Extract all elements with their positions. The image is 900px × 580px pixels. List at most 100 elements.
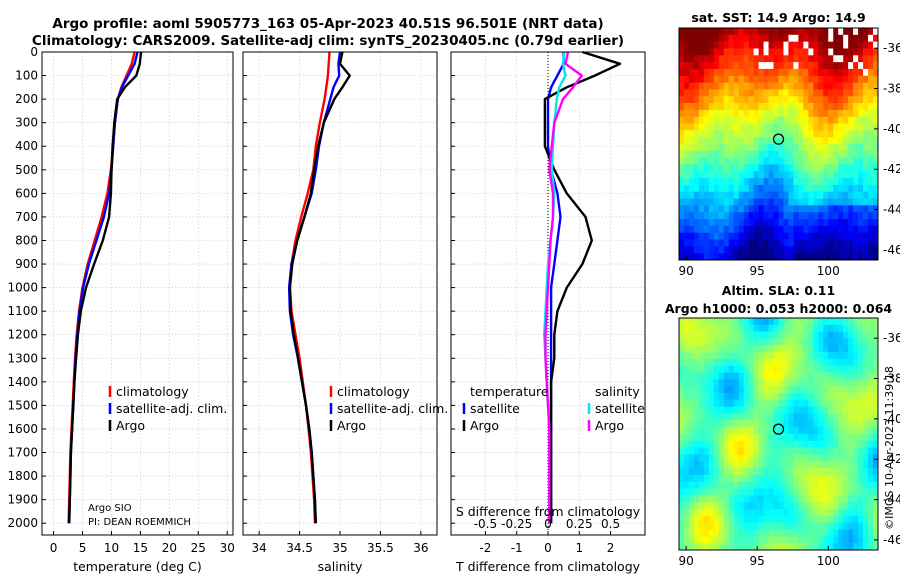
map-cell xyxy=(823,386,829,394)
map-cell xyxy=(708,509,715,517)
map-cell xyxy=(758,116,764,124)
argo-position-marker xyxy=(772,133,785,145)
map-cell xyxy=(843,253,849,261)
map-cell xyxy=(773,103,779,111)
map-cell xyxy=(738,536,744,544)
map-cell xyxy=(823,502,829,510)
map-cell xyxy=(813,198,819,206)
map-cell xyxy=(858,413,864,421)
map-cell xyxy=(778,62,784,70)
map-cell xyxy=(813,212,819,220)
map-cell xyxy=(848,468,854,476)
map-cell xyxy=(848,184,854,193)
map-cell xyxy=(698,82,705,90)
map-cell xyxy=(828,495,834,503)
map-cell xyxy=(873,232,879,240)
map-cell xyxy=(828,28,834,36)
map-cell xyxy=(713,454,720,462)
map-cell xyxy=(813,386,819,394)
map-cell xyxy=(818,116,824,124)
map-cell xyxy=(803,543,809,551)
map-cell xyxy=(828,345,834,353)
map-cell xyxy=(858,393,864,401)
map-cell xyxy=(863,164,869,172)
map-cell xyxy=(688,372,695,380)
map-cell xyxy=(868,253,874,261)
map-cell xyxy=(758,41,764,49)
map-cell xyxy=(703,379,710,387)
map-cell xyxy=(753,157,759,165)
map-cell xyxy=(793,171,799,179)
map-cell xyxy=(728,522,735,530)
map-cell xyxy=(718,68,725,77)
map-cell xyxy=(728,184,735,193)
map-cell xyxy=(748,68,754,77)
map-cell xyxy=(718,48,725,56)
map-cell xyxy=(713,352,720,360)
map-cell xyxy=(773,406,779,414)
map-cell xyxy=(743,48,749,56)
map-cell xyxy=(743,406,749,414)
map-cell xyxy=(798,440,804,448)
map-cell xyxy=(718,352,725,360)
map-cell xyxy=(863,48,869,56)
map-cell xyxy=(808,379,814,387)
map-cell xyxy=(718,358,725,367)
map-cell xyxy=(713,130,720,138)
map-cell xyxy=(873,137,879,145)
map-cell xyxy=(873,164,879,172)
map-cell xyxy=(688,495,695,503)
map-cell xyxy=(853,509,859,517)
map-cell xyxy=(798,495,804,503)
map-cell xyxy=(688,232,695,240)
map-cell xyxy=(688,474,695,483)
map-cell xyxy=(778,225,784,233)
map-cell xyxy=(788,358,794,367)
map-cell xyxy=(843,75,849,83)
map-cell xyxy=(853,399,859,407)
map-cell xyxy=(803,178,809,186)
map-cell xyxy=(703,386,710,394)
map-cell xyxy=(783,345,789,353)
map-cell xyxy=(703,447,710,455)
map-cell xyxy=(708,434,715,442)
map-cell xyxy=(683,406,690,414)
map-y-tick-label: -36 xyxy=(883,41,900,55)
map-cell xyxy=(708,225,715,233)
map-cell xyxy=(808,28,814,36)
map-cell xyxy=(793,420,799,428)
map-cell xyxy=(848,393,854,401)
map-cell xyxy=(683,447,690,455)
map-cell xyxy=(683,331,690,339)
map-cell xyxy=(843,116,849,124)
map-cell xyxy=(798,434,804,442)
map-cell xyxy=(848,48,854,56)
map-cell xyxy=(763,28,769,36)
map-cell xyxy=(843,48,849,56)
map-cell xyxy=(708,28,715,36)
map-cell xyxy=(853,488,859,496)
map-cell xyxy=(683,393,690,401)
map-cell xyxy=(863,502,869,510)
map-cell xyxy=(773,358,779,367)
map-cell xyxy=(863,253,869,261)
map-cell xyxy=(828,246,834,254)
map-cell xyxy=(693,82,700,90)
map-cell xyxy=(683,225,690,233)
map-cell xyxy=(753,212,759,220)
map-cell xyxy=(808,198,814,206)
map-cell xyxy=(768,488,774,496)
y-tick-label: 400 xyxy=(15,139,38,153)
map-cell xyxy=(833,393,839,401)
map-cell xyxy=(698,434,705,442)
map-cell xyxy=(823,372,829,380)
map-cell xyxy=(773,447,779,455)
map-cell xyxy=(698,474,705,483)
map-cell xyxy=(803,386,809,394)
map-cell xyxy=(748,205,754,213)
map-cell xyxy=(683,461,690,469)
map-cell xyxy=(823,509,829,517)
map-cell xyxy=(848,529,854,537)
map-cell xyxy=(873,116,879,124)
map-cell xyxy=(738,157,744,165)
